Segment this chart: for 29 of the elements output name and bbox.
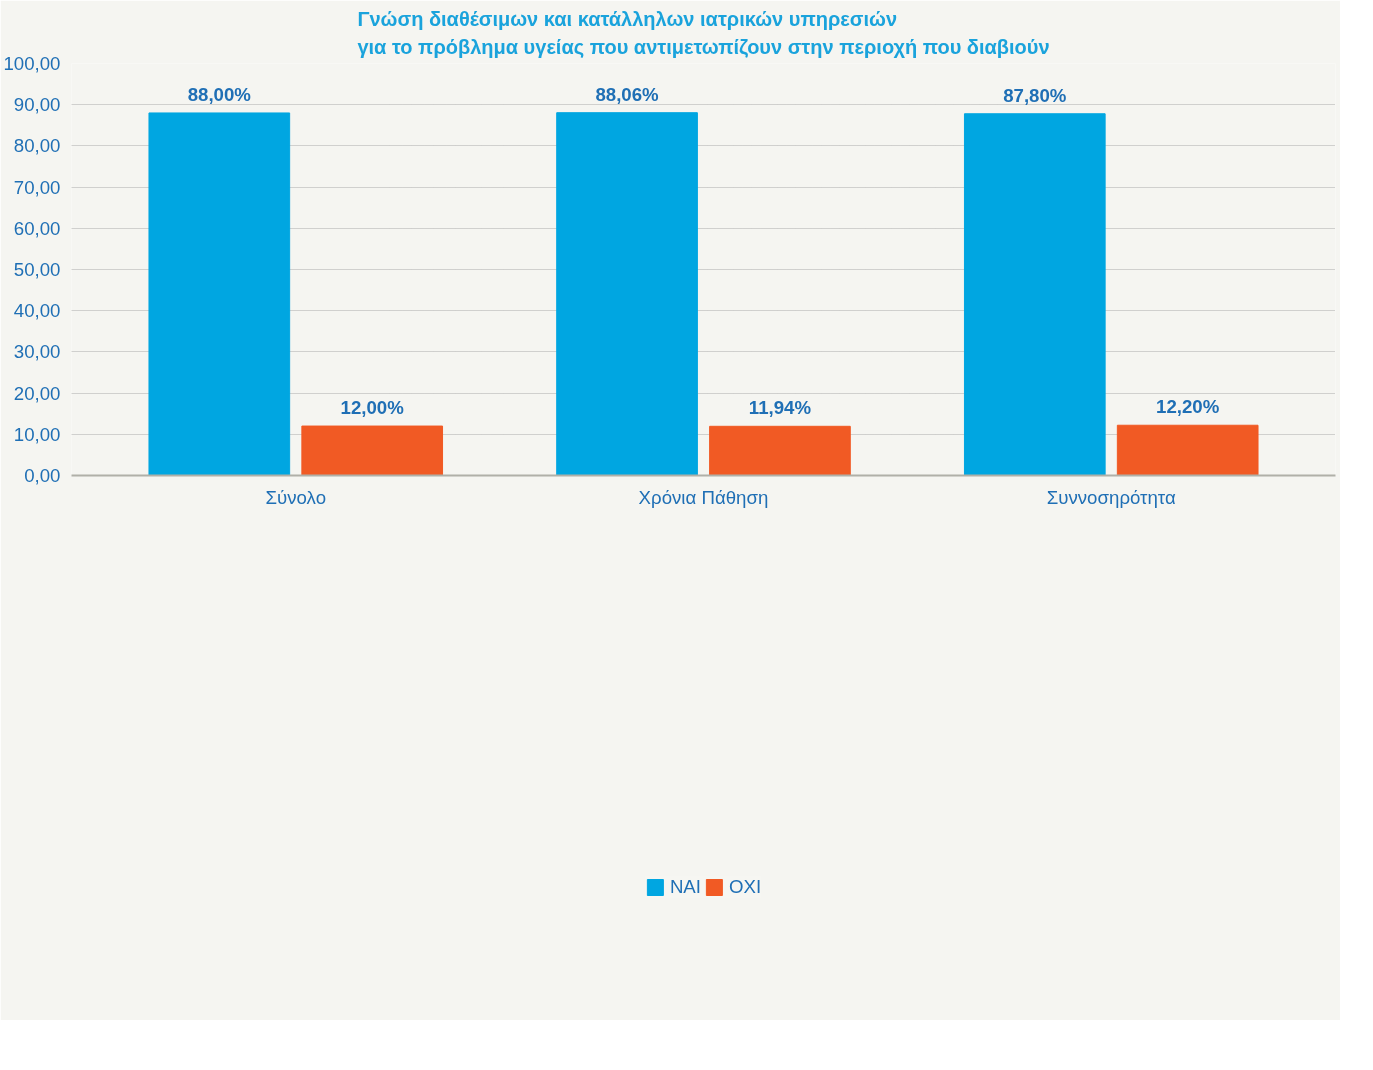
y-tick-label: 20,00 [13, 382, 61, 404]
x-tick-label: Χρόνια Πάθηση [638, 486, 769, 508]
y-tick-label: 70,00 [13, 176, 61, 198]
y-tick-label: 40,00 [13, 300, 61, 322]
y-tick-label: 50,00 [13, 259, 61, 280]
data-label: 88,06% [595, 83, 660, 105]
y-tick-label: 90,00 [13, 94, 61, 116]
data-label: 87,80% [1003, 84, 1067, 106]
data-label: 12,20% [1156, 396, 1220, 418]
chart-title: Γνώση διαθέσιμων και κατάλληλων ιατρικών υπηρεσιών για το πρόβλημα υγείας που αντιμετωπίζουν στην περιοχή που διαβιούν [357, 7, 1050, 59]
data-label: 11,94% [748, 397, 812, 419]
data-label: 12,00% [340, 397, 405, 419]
y-tick-label: 60,00 [13, 217, 61, 239]
bar [963, 113, 1106, 476]
y-tick-label: 80,00 [13, 135, 61, 157]
bar [1116, 424, 1259, 476]
legend-label: ΝΑΙ [669, 876, 701, 898]
x-tick-label: Σύνολο [265, 486, 327, 508]
x-tick-label: Συννοσηρότητα [1046, 486, 1176, 508]
y-tick-label: 10,00 [13, 423, 61, 445]
y-tick-label: 100,00 [3, 53, 61, 74]
data-label: 88,00% [187, 83, 252, 105]
bar [301, 425, 444, 476]
y-tick-label: 30,00 [13, 341, 61, 363]
bar [148, 112, 291, 476]
bar [556, 112, 698, 476]
legend-label: ΟΧΙ [728, 876, 762, 898]
y-tick-label: 0,00 [24, 465, 61, 486]
bar [709, 425, 851, 476]
